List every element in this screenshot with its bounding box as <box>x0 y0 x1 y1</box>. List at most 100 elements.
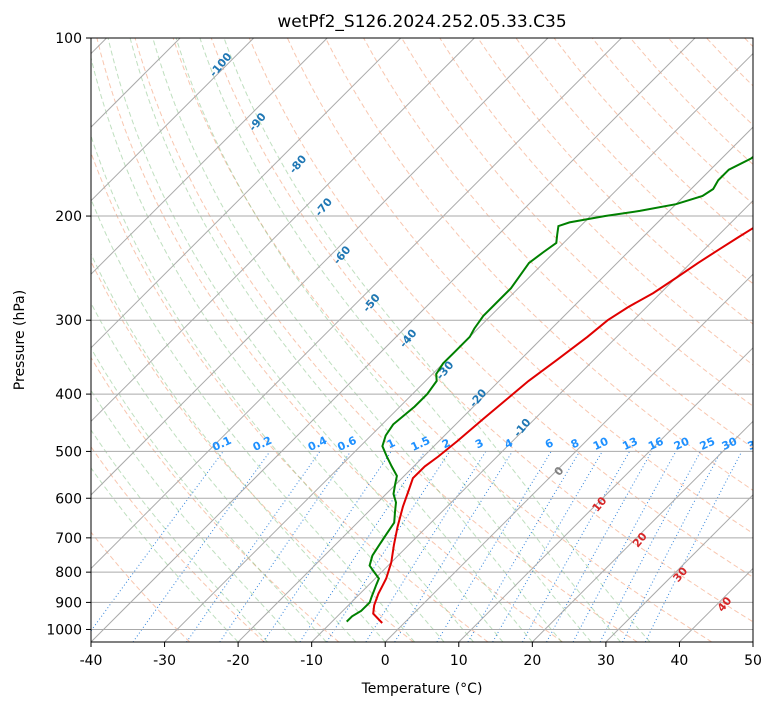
mixing-ratio-line <box>132 451 271 642</box>
dry-adiabat-label: -50 <box>360 291 383 315</box>
dry-adiabat <box>363 38 753 449</box>
isotherm-line <box>91 38 475 423</box>
x-axis-label: Temperature (°C) <box>361 681 483 697</box>
isotherm-line <box>384 273 753 642</box>
y-tick-label: 500 <box>55 444 82 460</box>
moist-adiabat <box>152 38 563 642</box>
mixing-ratio-label: 25 <box>698 435 717 453</box>
dry-adiabat-label: -90 <box>246 110 269 134</box>
mixing-ratio-label: 13 <box>620 435 639 453</box>
moist-adiabat <box>91 467 239 642</box>
isotherm-line <box>91 38 549 496</box>
mixing-ratio-label: 0.1 <box>210 434 233 454</box>
y-tick-label: 800 <box>55 565 82 581</box>
mixing-ratio-line <box>219 451 352 642</box>
moist-adiabat <box>129 38 533 642</box>
mixing-ratio-line <box>572 451 677 642</box>
mixing-ratio-line <box>644 451 743 642</box>
mixing-ratio-label: 1 <box>385 436 397 451</box>
dry-adiabat-label: 40 <box>715 594 735 614</box>
isotherm-line <box>91 38 622 570</box>
mixing-ratio-label: 8 <box>569 436 581 451</box>
mixing-ratio-line <box>91 451 224 632</box>
mixing-ratio-line <box>326 451 451 642</box>
dry-adiabat <box>477 38 753 325</box>
isotherm-line <box>237 126 753 642</box>
isotherm-line <box>91 38 696 642</box>
mixing-ratio-line <box>299 451 426 642</box>
mixing-ratio-line <box>263 451 392 642</box>
dry-adiabat <box>401 38 753 407</box>
isotherm-line <box>752 641 753 642</box>
isotherm-line <box>531 420 753 642</box>
mixing-ratio-label: 0.4 <box>306 434 329 454</box>
dry-adiabat <box>744 38 753 48</box>
dry-adiabat-label: 20 <box>630 530 650 550</box>
dry-adiabat <box>515 38 753 285</box>
dry-adiabat-label: -40 <box>397 326 420 350</box>
background-lines <box>91 38 753 642</box>
dry-adiabat <box>91 356 340 642</box>
dry-adiabat <box>668 38 753 126</box>
y-tick-label: 1000 <box>46 622 82 638</box>
x-tick-label: -20 <box>227 653 250 669</box>
grid-lines <box>91 38 753 642</box>
mixing-ratio-label: 0.2 <box>251 434 274 454</box>
dry-adiabat-label: -100 <box>207 50 235 80</box>
mixing-ratio-label: 36 <box>746 435 766 453</box>
dry-adiabat <box>439 38 753 366</box>
y-tick-label: 400 <box>55 387 82 403</box>
y-axis-label: Pressure (hPa) <box>12 290 28 390</box>
mixing-ratio-line <box>365 451 487 642</box>
y-tick-label: 300 <box>55 313 82 329</box>
x-tick-label: 20 <box>523 653 541 669</box>
dry-adiabat <box>210 38 753 623</box>
isotherm-line <box>311 199 753 642</box>
moist-adiabat <box>91 347 327 642</box>
dry-adiabat-label: -60 <box>331 243 354 267</box>
mixing-ratio-label: 30 <box>720 435 740 453</box>
dry-adiabat <box>325 38 753 491</box>
isotherm-line <box>679 567 753 642</box>
dewpoint-line <box>345 155 753 623</box>
mixing-ratio-label: 16 <box>646 435 666 453</box>
isotherm-line <box>458 347 753 642</box>
dry-adiabat <box>172 38 713 642</box>
isotherm-line <box>91 38 402 349</box>
mixing-ratio-label: 20 <box>672 435 692 453</box>
x-tick-label: 30 <box>597 653 615 669</box>
moist-adiabat <box>91 55 474 642</box>
dry-adiabat-label: 30 <box>671 564 691 584</box>
dry-adiabat-label: 10 <box>590 494 610 514</box>
moist-adiabat <box>91 301 357 642</box>
mixing-ratio-line <box>599 451 702 642</box>
moist-adiabat <box>91 252 386 642</box>
x-tick-label: -10 <box>300 653 323 669</box>
chart-title: wetPf2_S126.2024.252.05.33.C35 <box>277 12 566 32</box>
mixing-ratio-line <box>186 451 321 642</box>
mixing-ratio-label: 6 <box>543 436 556 451</box>
x-tick-label: 0 <box>381 653 390 669</box>
dry-adiabat-label: -70 <box>312 195 335 219</box>
temperature-line <box>372 226 753 624</box>
moist-adiabat <box>91 197 415 642</box>
x-tick-label: -30 <box>153 653 176 669</box>
dry-adiabat <box>706 38 753 87</box>
dry-adiabat-label: 0 <box>552 464 567 478</box>
isotherm-line <box>91 38 255 202</box>
dry-adiabat-label: -20 <box>467 386 490 410</box>
moist-adiabat <box>107 38 504 642</box>
y-tick-label: 900 <box>55 595 82 611</box>
moist-adiabat <box>91 389 298 642</box>
isotherm-line <box>91 38 328 275</box>
mixing-ratio-line <box>522 451 631 642</box>
moist-adiabat <box>223 38 651 642</box>
mixing-ratio-line <box>622 451 722 642</box>
dry-adiabat <box>134 38 638 642</box>
dry-adiabat <box>553 38 753 245</box>
sounding-series <box>345 155 753 624</box>
y-tick-label: 100 <box>55 31 82 47</box>
x-tick-label: 50 <box>744 653 762 669</box>
dry-adiabat-label: -80 <box>287 152 310 176</box>
